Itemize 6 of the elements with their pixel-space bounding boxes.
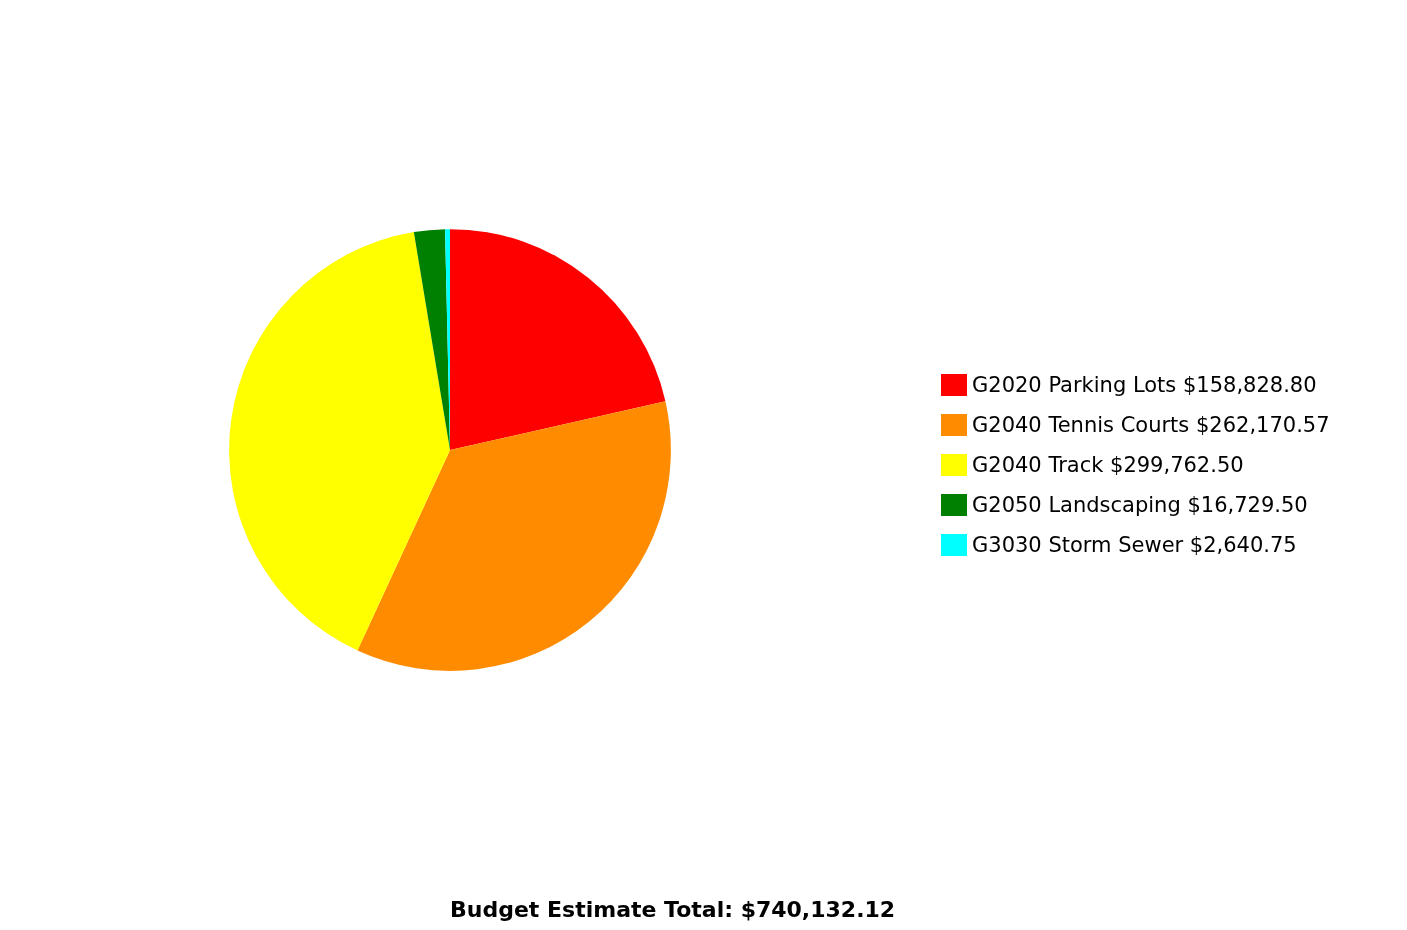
legend-label: G3030 Storm Sewer $2,640.75 [972, 533, 1297, 557]
legend-label: G2040 Track $299,762.50 [972, 453, 1244, 477]
text: Budget Estimate Total: $740,132.12 [450, 896, 896, 922]
legend-label: G2050 Landscaping $16,729.50 [972, 493, 1308, 517]
legend-label: G2040 Tennis Courts $262,170.57 [972, 413, 1330, 437]
legend-label: G2020 Parking Lots $158,828.80 [972, 373, 1317, 397]
